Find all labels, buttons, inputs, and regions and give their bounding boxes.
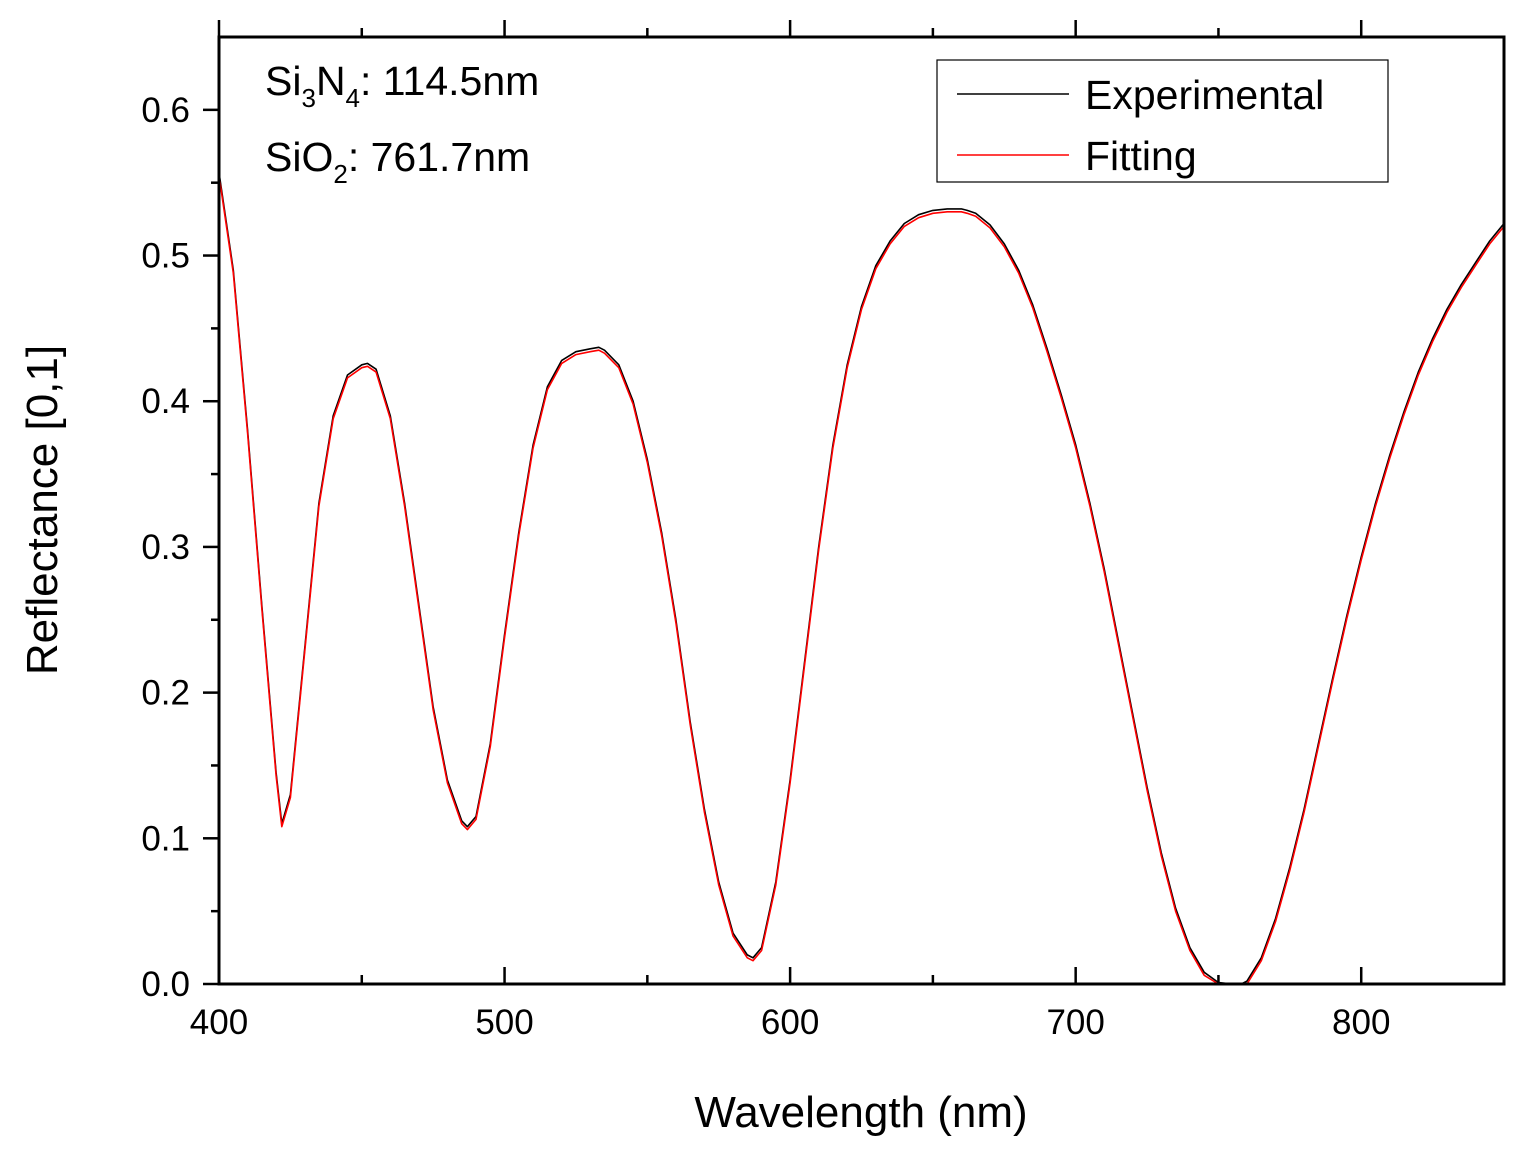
annotation-si3n4-base: Si (265, 58, 301, 104)
legend-label-fitting: Fitting (1085, 133, 1197, 179)
annotation-sio2: SiO2: 761.7nm (265, 134, 530, 189)
thickness-annotations: Si3N4: 114.5nm SiO2: 761.7nm (265, 58, 539, 189)
legend-box (936, 59, 1389, 183)
tick-labels: 400 500 600 700 800 0.0 0.1 0.2 0.3 0.4 0.5 0.6 (141, 91, 1390, 1042)
y-tick-label: 0.6 (141, 91, 190, 130)
x-tick-label: 800 (1332, 1003, 1390, 1042)
legend: Experimental Fitting (936, 59, 1389, 183)
legend-label-experimental: Experimental (1085, 72, 1324, 118)
y-tick-label: 0.4 (141, 382, 190, 421)
y-tick-label: 0.1 (141, 819, 190, 858)
annotation-sio2-sub1: 2 (333, 159, 347, 189)
annotation-si3n4-value: : 114.5nm (360, 58, 539, 104)
ticks-layer (203, 20, 1363, 986)
x-tick-label: 500 (475, 1003, 533, 1042)
plot-frame (217, 35, 1506, 986)
x-tick-label: 400 (190, 1003, 248, 1042)
y-axis-title: Reflectance [0,1] (18, 345, 67, 675)
y-tick-label: 0.3 (141, 528, 190, 567)
x-tick-label: 700 (1046, 1003, 1104, 1042)
x-axis-title: Wavelength (nm) (694, 1088, 1027, 1137)
annotation-si3n4-mid: N (316, 58, 346, 104)
y-tick-label: 0.5 (141, 237, 190, 276)
series-line-fitting (218, 175, 1505, 985)
annotation-si3n4-sub1: 3 (301, 83, 315, 113)
series-layer (218, 172, 1505, 985)
y-tick-label: 0.2 (141, 674, 190, 713)
y-tick-label: 0.0 (141, 965, 190, 1004)
annotation-si3n4-sub2: 4 (346, 83, 360, 113)
annotation-sio2-value: : 761.7nm (348, 134, 530, 180)
series-line-experimental (218, 172, 1505, 985)
annotation-sio2-base: SiO (265, 134, 333, 180)
annotation-si3n4: Si3N4: 114.5nm (265, 58, 539, 113)
x-tick-label: 600 (761, 1003, 819, 1042)
